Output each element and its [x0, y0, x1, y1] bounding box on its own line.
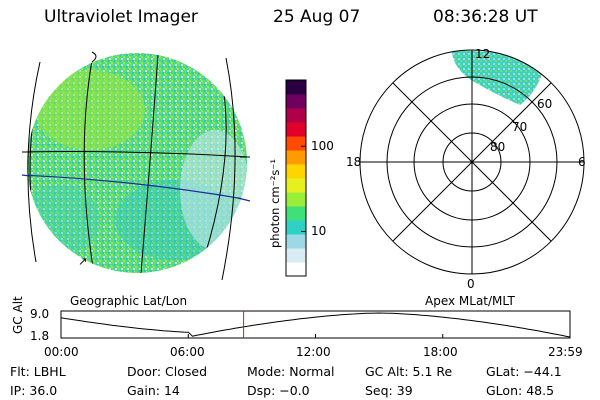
mlt-label-18: 18: [346, 155, 362, 169]
x-tick-label: 00:00: [44, 345, 79, 359]
colorbar-swatch: [286, 80, 306, 95]
lat-label-70: 70: [512, 120, 528, 134]
colorbar-swatch: [286, 122, 306, 137]
mlt-label-6: 6: [578, 155, 586, 169]
mlt-label-12: 12: [475, 47, 491, 61]
colorbar-swatch: [286, 234, 306, 249]
colorbar-label: photon cm⁻²s⁻¹: [268, 159, 282, 248]
colorbar-swatch: [286, 94, 306, 109]
lat-label-60: 60: [537, 97, 553, 111]
info-door: Door: Closed: [127, 364, 208, 379]
x-tick-label: 18:00: [423, 345, 458, 359]
colorbar-swatch: [286, 206, 306, 221]
info-gain: Gain: 14: [127, 383, 180, 398]
x-tick-label: 23:59: [548, 345, 583, 359]
colorbar-swatch: [286, 220, 306, 235]
colorbar-swatch: [286, 108, 306, 123]
colorbar-swatch: [286, 136, 306, 151]
date-label: 25 Aug 07: [273, 7, 361, 27]
mlt-label-0: 0: [467, 277, 475, 291]
map-marker-icon: ↗: [78, 255, 88, 268]
colorbar-tick-label: 10: [311, 224, 327, 239]
info-dsp: Dsp: −0.0: [247, 383, 310, 398]
altitude-ytick-high: 9.0: [30, 307, 50, 321]
info-glat: GLat: −44.1: [486, 364, 562, 379]
colorbar-swatch: [286, 192, 306, 207]
colorbar-swatch: [286, 164, 306, 179]
map-label: Geographic Lat/Lon: [70, 294, 188, 308]
instrument-title: Ultraviolet Imager: [44, 7, 198, 27]
info-ip: IP: 36.0: [10, 383, 58, 398]
colorbar-swatch: [286, 178, 306, 193]
colorbar-tick-label: 100: [311, 139, 334, 154]
polar-label: Apex MLat/MLT: [425, 294, 515, 308]
info-seq: Seq: 39: [365, 383, 413, 398]
info-gc-alt: GC Alt: 5.1 Re: [365, 364, 453, 379]
colorbar-swatch: [286, 150, 306, 165]
colorbar-swatch: [286, 262, 306, 277]
colorbar: [285, 79, 307, 277]
info-glon: GLon: 48.5: [486, 383, 555, 398]
polar-plot: [359, 49, 585, 275]
info-flt: Flt: LBHL: [10, 364, 66, 379]
x-tick-label: 06:00: [170, 345, 205, 359]
altitude-ylabel: GC Alt: [11, 296, 25, 334]
colorbar-swatch: [286, 248, 306, 263]
info-mode: Mode: Normal: [247, 364, 335, 379]
lat-label-80: 80: [490, 140, 506, 154]
globe-image: [21, 51, 251, 281]
time-label: 08:36:28 UT: [433, 7, 538, 27]
x-tick-label: 12:00: [296, 345, 331, 359]
altitude-ytick-low: 1.8: [30, 329, 50, 343]
altitude-plot: [60, 310, 571, 339]
